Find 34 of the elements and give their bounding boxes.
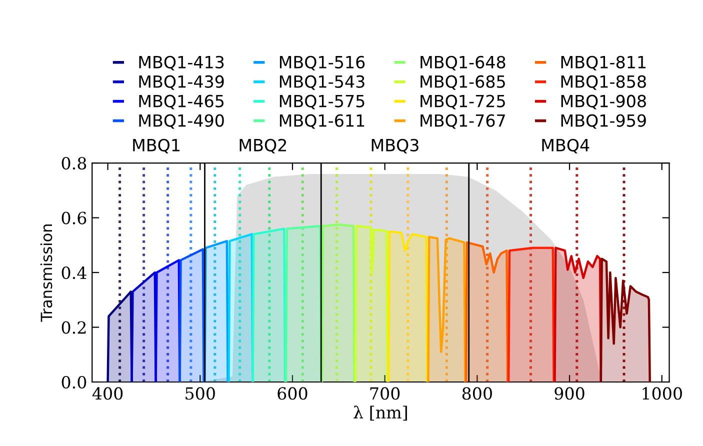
legend-label: MBQ1-858: [561, 75, 646, 90]
x-tick-label: 1000: [642, 387, 682, 400]
y-tick-label: 0.2: [62, 321, 86, 334]
legend-label: MBQ1-439: [139, 75, 224, 90]
legend-label: MBQ1-767: [420, 114, 505, 129]
legend-label: MBQ1-516: [280, 56, 365, 70]
legend-label: MBQ1-611: [280, 114, 364, 129]
text: MBQ3: [372, 138, 418, 154]
text: MBQ1: [133, 138, 180, 154]
x-tick-label: 600: [278, 387, 308, 400]
legend-label: MBQ1-543: [280, 75, 364, 90]
legend-label: MBQ1-575: [280, 94, 364, 110]
y-tick-label: 0.6: [62, 212, 86, 224]
y-tick-label: 0.8: [62, 156, 86, 170]
legend-label: MBQ1-648: [420, 56, 506, 70]
x-tick-label: 700: [370, 387, 400, 400]
legend-label: MBQ1-490: [139, 114, 224, 129]
legend-label: MBQ1-413: [139, 56, 224, 70]
legend-label: MBQ1-725: [420, 94, 505, 110]
x-tick-label: 800: [462, 387, 492, 400]
legend-label: MBQ1-685: [420, 75, 505, 90]
x-axis-title: λ [nm]: [354, 406, 407, 421]
legend-label: MBQ1-811: [561, 56, 646, 70]
text: MBQ2: [240, 138, 286, 154]
x-tick-label: 900: [554, 387, 584, 400]
text: MBQ4: [542, 138, 590, 154]
y-axis-title: Transmission: [40, 224, 52, 322]
y-tick-label: 0.0: [62, 376, 86, 389]
legend-label: MBQ1-959: [561, 114, 646, 129]
x-tick-label: 400: [92, 387, 123, 400]
x-tick-label: 500: [186, 387, 215, 400]
legend-label: MBQ1-465: [139, 94, 224, 110]
legend-label: MBQ1-908: [561, 94, 646, 110]
y-tick-label: 0.4: [62, 266, 86, 280]
